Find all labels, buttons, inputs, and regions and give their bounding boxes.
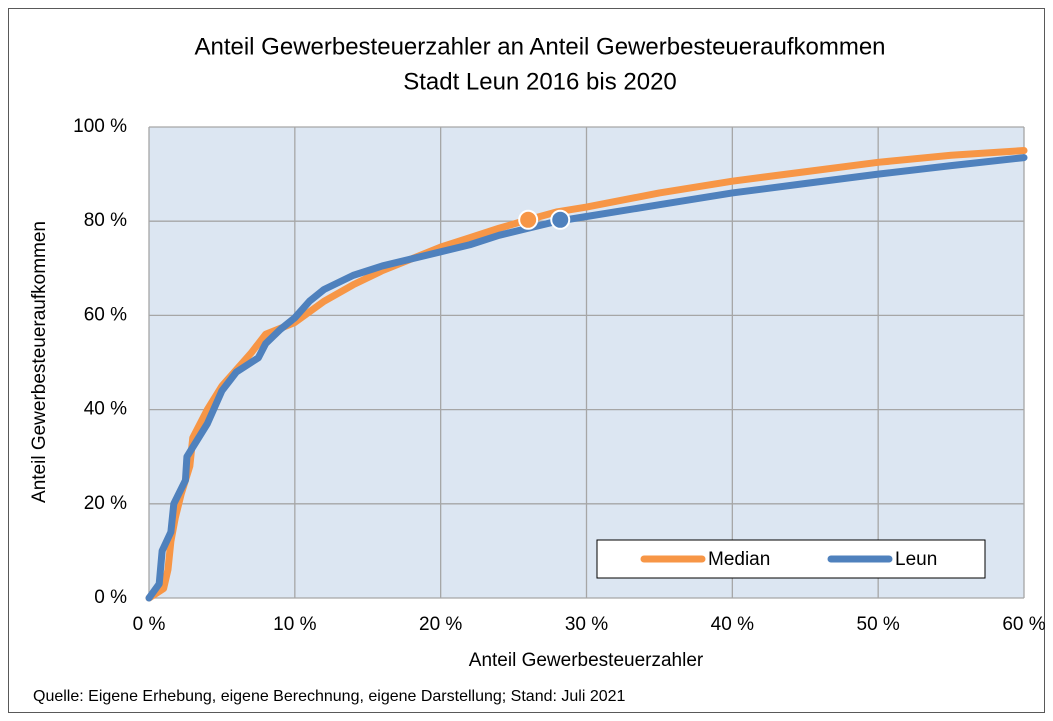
y-tick-label: 20 %	[84, 493, 127, 514]
y-tick-label: 0 %	[94, 587, 127, 608]
x-tick-label: 30 %	[565, 614, 608, 635]
x-tick-label: 40 %	[711, 614, 754, 635]
y-tick-label: 100 %	[73, 116, 127, 137]
x-tick-label: 0 %	[133, 614, 166, 635]
source-note: Quelle: Eigene Erhebung, eigene Berechnu…	[33, 688, 626, 705]
x-tick-label: 50 %	[857, 614, 900, 635]
data-line	[145, 154, 1028, 602]
x-axis-label: Anteil Gewerbesteuerzahler	[469, 650, 704, 671]
y-tick-label: 60 %	[84, 304, 127, 325]
y-tick-label: 80 %	[84, 210, 127, 231]
x-tick-label: 20 %	[419, 614, 462, 635]
highlight-marker	[550, 209, 571, 230]
x-tick-label: 10 %	[273, 614, 316, 635]
legend-label: Median	[708, 549, 770, 570]
legend-label: Leun	[895, 549, 937, 570]
chart-title: Anteil Gewerbesteuerzahler an Anteil Gew…	[194, 33, 885, 60]
x-tick-label: 60 %	[1002, 614, 1045, 635]
y-tick-label: 40 %	[84, 399, 127, 420]
chart-subtitle: Stadt Leun 2016 bis 2020	[403, 68, 677, 95]
y-axis-label: Anteil Gewerbesteueraufkommen	[29, 221, 50, 503]
highlight-marker	[518, 209, 539, 230]
